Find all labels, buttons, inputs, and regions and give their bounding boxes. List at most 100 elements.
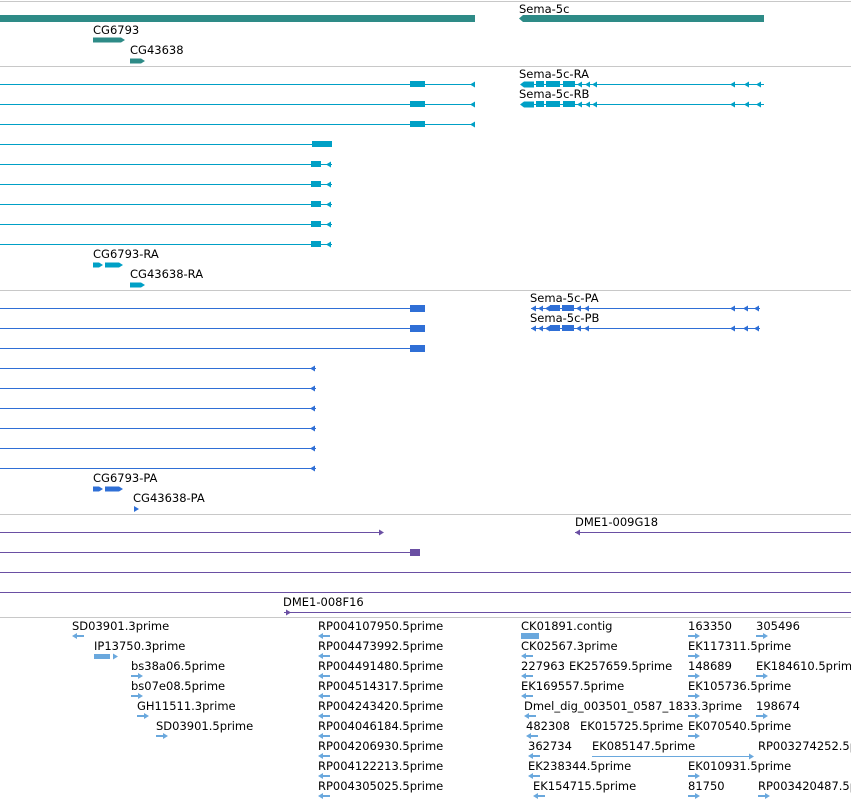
est-label[interactable]: EK238344.5prime — [528, 759, 631, 773]
strand-arrow-left — [310, 445, 315, 452]
est-label[interactable]: SD03901.5prime — [156, 719, 253, 733]
est-label[interactable]: RP004514317.5prime — [318, 679, 443, 693]
gene-label-cg43638[interactable]: CG43638 — [130, 43, 184, 57]
est-label[interactable]: RP003274252.5prime — [758, 739, 851, 753]
est-label[interactable]: EK117311.5prime — [688, 639, 791, 653]
transcript-label-sema5c-ra[interactable]: Sema-5c-RA — [519, 67, 589, 81]
est-label[interactable]: 148689 — [688, 659, 732, 673]
strand-arrow-left — [318, 633, 323, 639]
est-label[interactable]: RP004473992.5prime — [318, 639, 443, 653]
protein-label-cg6793-pa[interactable]: CG6793-PA — [93, 471, 158, 485]
est-label[interactable]: RP004305025.5prime — [318, 779, 443, 793]
strand-arrow-left — [533, 793, 538, 799]
est-label[interactable]: EK257659.5prime — [569, 659, 672, 673]
est-label[interactable]: EK015725.5prime — [580, 719, 683, 733]
strand-arrow-left — [584, 325, 589, 332]
est-label[interactable]: RP004491480.5prime — [318, 659, 443, 673]
exon-block — [410, 345, 425, 352]
transcript-label-cg6793-ra[interactable]: CG6793-RA — [93, 247, 159, 261]
transcript-label-cg43638-ra[interactable]: CG43638-RA — [130, 267, 203, 281]
exon-block — [536, 81, 544, 87]
strand-arrow-left — [318, 753, 323, 759]
exon-block — [410, 101, 425, 107]
est-label[interactable]: CK02567.3prime — [521, 639, 618, 653]
strand-arrow-right — [695, 673, 700, 679]
clone-track — [0, 529, 851, 616]
strand-arrow-left — [326, 181, 331, 188]
est-label[interactable]: EK169557.5prime — [521, 679, 624, 693]
exon-block — [519, 15, 764, 22]
strand-arrow-left — [528, 773, 533, 779]
clone-label-dme1-008f16[interactable]: DME1-008F16 — [283, 595, 364, 609]
est-label[interactable]: EK184610.5prime — [756, 659, 851, 673]
exon-block — [311, 241, 321, 247]
exon-block — [520, 101, 534, 108]
strand-arrow-right — [138, 693, 143, 699]
est-feature — [521, 633, 539, 639]
est-label[interactable]: 198674 — [756, 699, 800, 713]
strand-arrow-left — [521, 653, 526, 659]
strand-arrow-right — [144, 713, 149, 719]
est-label[interactable]: bs38a06.5prime — [131, 659, 225, 673]
strand-arrow-left — [326, 161, 331, 168]
exon-block — [105, 262, 123, 268]
strand-arrow-left — [310, 425, 315, 432]
strand-arrow-left — [318, 773, 323, 779]
exon-block — [563, 81, 575, 87]
est-label[interactable]: 482308 — [526, 719, 570, 733]
est-label[interactable]: 362734 — [528, 739, 572, 753]
est-label[interactable]: bs07e08.5prime — [131, 679, 225, 693]
gene-label-sema5c[interactable]: Sema-5c — [519, 2, 569, 16]
gene-label-cg6793[interactable]: CG6793 — [93, 23, 139, 37]
est-label[interactable]: CK01891.contig — [521, 619, 612, 633]
protein-track — [0, 305, 760, 512]
exon-block — [410, 305, 425, 312]
est-label[interactable]: 163350 — [688, 619, 732, 633]
strand-arrow-right — [379, 529, 384, 536]
protein-label-cg43638-pa[interactable]: CG43638-PA — [133, 491, 205, 505]
est-label[interactable]: 227963 — [521, 659, 565, 673]
est-label[interactable]: EK105736.5prime — [688, 679, 791, 693]
protein-label-sema5c-pb[interactable]: Sema-5c-PB — [530, 311, 599, 325]
strand-arrow-left — [730, 325, 735, 332]
strand-arrow-right — [163, 733, 168, 739]
track-separators — [0, 1, 851, 618]
strand-arrow-left — [592, 101, 597, 108]
exon-block — [546, 81, 560, 87]
strand-arrow-left — [585, 101, 590, 108]
strand-arrow-left — [730, 81, 735, 88]
est-label[interactable]: EK010931.5prime — [688, 759, 791, 773]
exon-block — [410, 81, 425, 87]
strand-arrow-left — [744, 101, 749, 108]
strand-arrow-right — [695, 713, 700, 719]
est-label[interactable]: RP003420487.5prime — [758, 779, 851, 793]
strand-arrow-left — [577, 101, 582, 108]
strand-arrow-left — [585, 81, 590, 88]
est-label[interactable]: GH11511.3prime — [137, 699, 236, 713]
strand-arrow-right — [695, 653, 700, 659]
strand-arrow-left — [526, 733, 531, 739]
exon-block — [130, 282, 145, 288]
est-label[interactable]: RP004122213.5prime — [318, 759, 443, 773]
est-label[interactable]: 81750 — [688, 779, 725, 793]
est-label[interactable]: RP004206930.5prime — [318, 739, 443, 753]
est-label[interactable]: Dmel_dig_003501_0587_1833.3prime — [524, 699, 742, 713]
strand-arrow-left — [528, 753, 533, 759]
est-label[interactable]: EK154715.5prime — [533, 779, 636, 793]
strand-arrow-right — [763, 633, 768, 639]
est-label[interactable]: RP004107950.5prime — [318, 619, 443, 633]
est-label[interactable]: EK085147.5prime — [592, 739, 695, 753]
strand-arrow-left — [577, 81, 582, 88]
clone-label-dme1-009g18[interactable]: DME1-009G18 — [575, 515, 658, 529]
strand-arrow-right — [695, 693, 700, 699]
protein-label-sema5c-pa[interactable]: Sema-5c-PA — [530, 291, 599, 305]
est-label[interactable]: RP004243420.5prime — [318, 699, 443, 713]
est-label[interactable]: 305496 — [756, 619, 800, 633]
transcript-label-sema5c-rb[interactable]: Sema-5c-RB — [519, 87, 590, 101]
exon-block — [105, 486, 123, 492]
strand-arrow-left — [743, 305, 748, 312]
est-label[interactable]: RP004046184.5prime — [318, 719, 443, 733]
est-label[interactable]: IP13750.3prime — [94, 639, 185, 653]
est-label[interactable]: SD03901.3prime — [72, 619, 169, 633]
est-label[interactable]: EK070540.5prime — [688, 719, 791, 733]
